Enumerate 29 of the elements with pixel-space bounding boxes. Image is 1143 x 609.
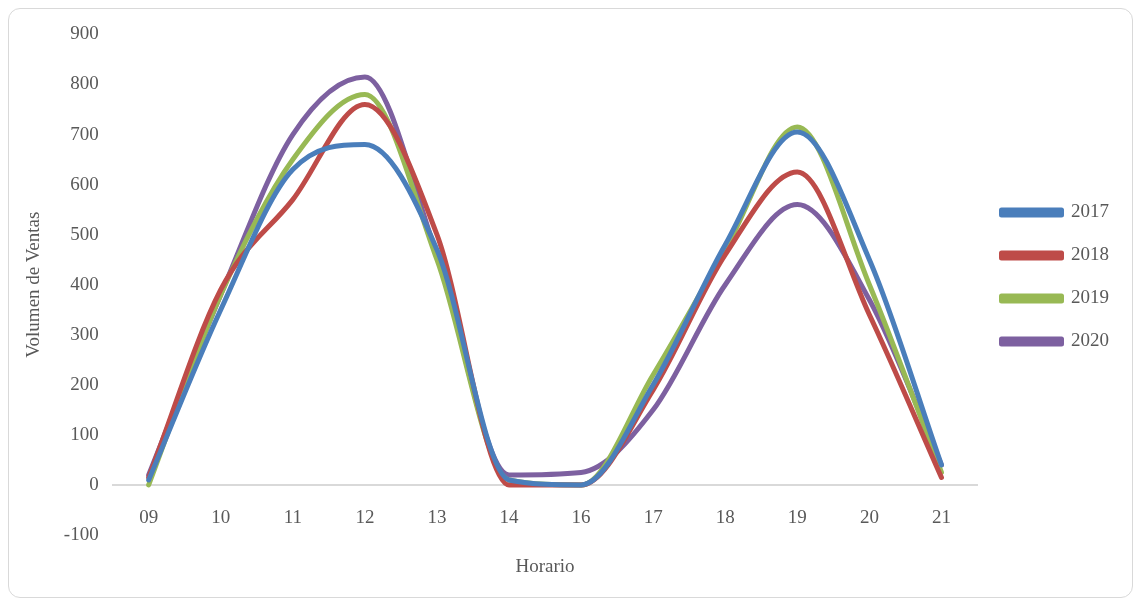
x-tick-label: 11 xyxy=(283,506,302,528)
y-tick-label: 900 xyxy=(70,22,99,44)
x-axis-title: Horario xyxy=(515,555,575,577)
legend-label: 2019 xyxy=(1071,286,1109,308)
x-tick-label: 13 xyxy=(427,506,447,528)
legend-label: 2017 xyxy=(1071,200,1109,222)
x-tick-label: 17 xyxy=(643,506,663,528)
x-tick-label: 19 xyxy=(787,506,807,528)
y-tick-label: -100 xyxy=(63,522,99,544)
y-tick-label: 300 xyxy=(70,322,99,344)
x-tick-label: 10 xyxy=(211,506,231,528)
y-tick-label: 0 xyxy=(89,472,99,494)
y-axis-title: Volumen de Ventas xyxy=(22,211,44,358)
x-tick-label: 09 xyxy=(139,506,159,528)
x-tick-label: 16 xyxy=(571,506,591,528)
legend-label: 2020 xyxy=(1071,329,1109,351)
x-tick-label: 18 xyxy=(715,506,735,528)
x-tick-label: 14 xyxy=(499,506,520,528)
y-tick-label: 100 xyxy=(70,422,99,444)
y-tick-label: 200 xyxy=(70,372,99,394)
y-tick-label: 600 xyxy=(70,172,99,194)
x-tick-label: 20 xyxy=(859,506,879,528)
y-tick-label: 500 xyxy=(70,222,99,244)
y-tick-label: 700 xyxy=(70,122,99,144)
y-tick-label: 400 xyxy=(70,272,99,294)
legend-label: 2018 xyxy=(1071,243,1109,265)
y-tick-label: 800 xyxy=(70,72,99,94)
x-tick-label: 21 xyxy=(931,506,951,528)
x-tick-label: 12 xyxy=(355,506,375,528)
